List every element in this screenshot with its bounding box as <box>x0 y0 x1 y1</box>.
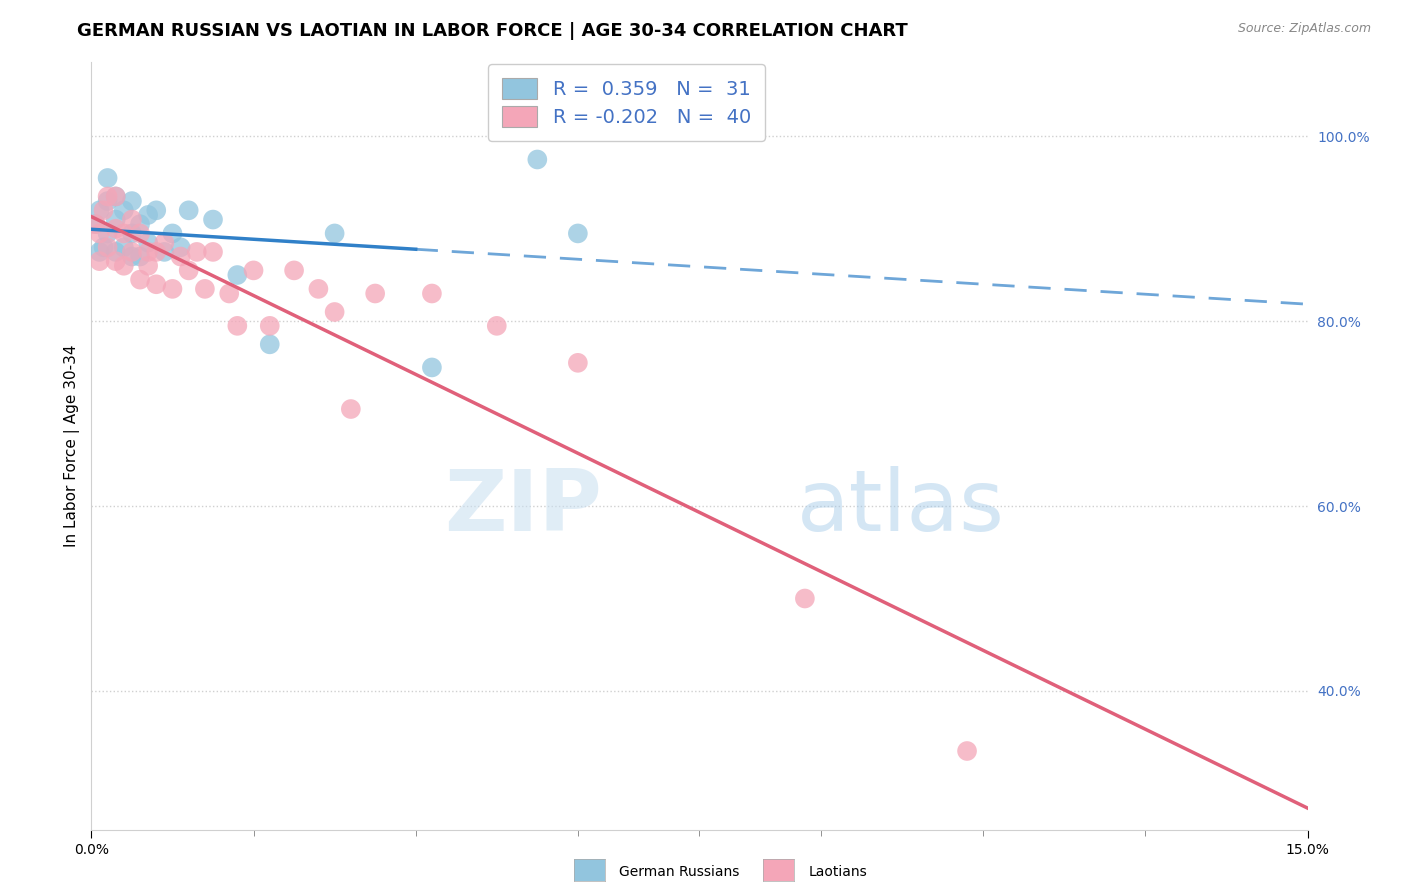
Point <box>169 250 191 264</box>
Point <box>89 254 111 268</box>
Point <box>129 217 152 231</box>
Point <box>186 244 208 259</box>
Point <box>177 263 200 277</box>
Point <box>136 208 159 222</box>
Point <box>242 263 264 277</box>
Point <box>121 212 143 227</box>
Point <box>169 240 191 254</box>
Point <box>177 203 200 218</box>
Point <box>89 203 111 218</box>
Point <box>145 203 167 218</box>
Point <box>129 227 152 241</box>
Point <box>136 244 159 259</box>
Point <box>104 254 127 268</box>
Point <box>226 268 249 282</box>
Point <box>97 194 120 208</box>
Point <box>84 217 107 231</box>
Point <box>129 272 152 286</box>
Point <box>97 227 120 241</box>
Point <box>162 227 184 241</box>
Point <box>259 318 281 333</box>
Point <box>104 189 127 203</box>
Text: Source: ZipAtlas.com: Source: ZipAtlas.com <box>1237 22 1371 36</box>
Point <box>364 286 387 301</box>
Point <box>112 240 135 254</box>
Point <box>121 244 143 259</box>
Point <box>153 235 176 250</box>
Legend: R =  0.359   N =  31, R = -0.202   N =  40: R = 0.359 N = 31, R = -0.202 N = 40 <box>488 64 765 141</box>
Text: German Russians: German Russians <box>619 865 740 880</box>
Point <box>218 286 240 301</box>
Point <box>104 244 127 259</box>
Point <box>956 744 979 758</box>
Point <box>420 286 443 301</box>
Point <box>112 227 135 241</box>
Point <box>97 171 120 186</box>
Point <box>793 591 815 606</box>
Point <box>84 217 107 231</box>
Point <box>323 305 346 319</box>
Point <box>112 259 135 273</box>
Point <box>121 227 143 241</box>
Text: atlas: atlas <box>797 466 1005 549</box>
Point <box>104 222 127 236</box>
Point <box>129 250 152 264</box>
Text: Laotians: Laotians <box>808 865 868 880</box>
Point <box>567 227 589 241</box>
Point <box>104 212 127 227</box>
Point <box>485 318 508 333</box>
Point <box>121 194 143 208</box>
Point <box>89 244 111 259</box>
Point <box>323 227 346 241</box>
Point <box>202 244 225 259</box>
Point <box>202 212 225 227</box>
Point <box>121 250 143 264</box>
Point <box>162 282 184 296</box>
Point <box>145 244 167 259</box>
Point <box>226 318 249 333</box>
Text: GERMAN RUSSIAN VS LAOTIAN IN LABOR FORCE | AGE 30-34 CORRELATION CHART: GERMAN RUSSIAN VS LAOTIAN IN LABOR FORCE… <box>77 22 908 40</box>
Point <box>567 356 589 370</box>
Point <box>259 337 281 351</box>
Point <box>153 244 176 259</box>
Point <box>194 282 217 296</box>
Point <box>93 240 115 254</box>
Point <box>283 263 305 277</box>
Point <box>112 203 135 218</box>
Point <box>145 277 167 292</box>
Y-axis label: In Labor Force | Age 30-34: In Labor Force | Age 30-34 <box>65 344 80 548</box>
Point <box>93 203 115 218</box>
Text: ZIP: ZIP <box>444 466 602 549</box>
Point <box>526 153 548 167</box>
Point <box>89 227 111 241</box>
Point <box>97 189 120 203</box>
Point <box>136 235 159 250</box>
Point <box>136 259 159 273</box>
Point <box>104 189 127 203</box>
Point <box>307 282 329 296</box>
Point <box>340 402 363 417</box>
Point <box>420 360 443 375</box>
Point <box>97 240 120 254</box>
